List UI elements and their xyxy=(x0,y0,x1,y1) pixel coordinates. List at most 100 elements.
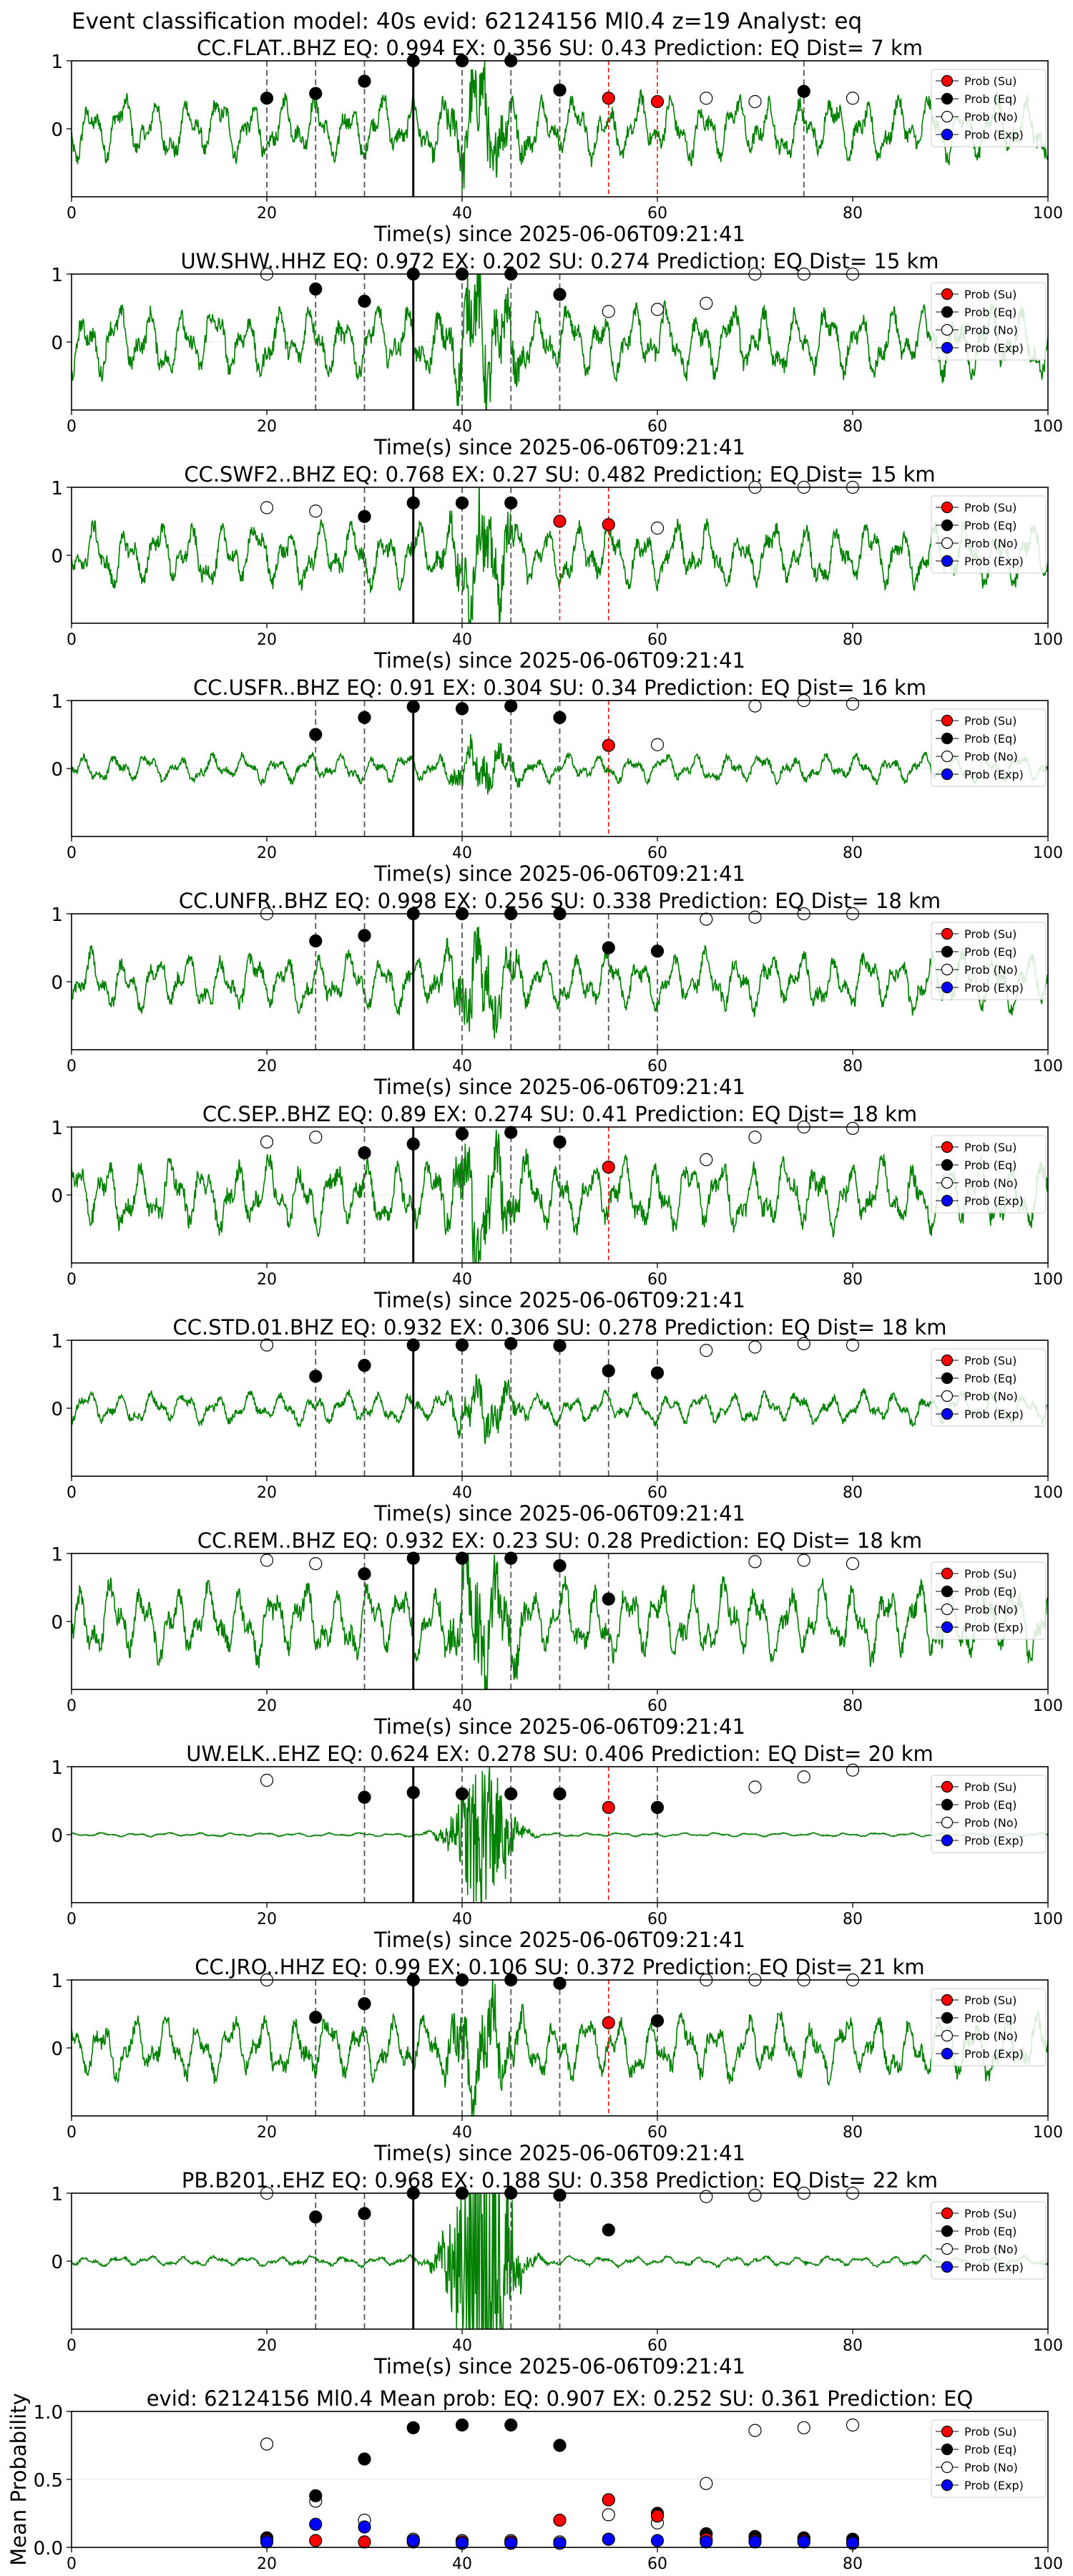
x-tick-label: 40 xyxy=(452,1697,472,1715)
y-tick-label: 1 xyxy=(51,1971,63,1992)
x-tick-label: 60 xyxy=(647,418,667,436)
x-tick-label: 0 xyxy=(67,2555,77,2573)
legend-marker-eq xyxy=(941,519,954,532)
subplot-title: CC.SEP..BHZ EQ: 0.89 EX: 0.274 SU: 0.41 … xyxy=(202,1102,917,1126)
marker-su xyxy=(602,518,615,532)
legend-marker-exp xyxy=(941,555,954,567)
subplot-10: 0 20 40 60 80 100 0 1 CC.JRO..HHZ EQ: 0.99 EX: 0… xyxy=(51,1955,1063,2165)
marker-eq xyxy=(553,2188,567,2202)
x-tick-label: 40 xyxy=(452,1484,472,1502)
marker-no xyxy=(797,1770,810,1784)
marker-eq xyxy=(504,496,518,509)
waveform-trace xyxy=(72,1553,1048,1689)
marker-no xyxy=(748,699,762,713)
x-tick-label: 60 xyxy=(647,631,667,649)
x-tick-label: 20 xyxy=(257,1911,277,1928)
x-tick-label: 60 xyxy=(647,2337,667,2355)
marker-exp xyxy=(748,2535,762,2549)
marker-eq xyxy=(553,2439,567,2452)
legend: Prob (Su) Prob (Eq) Prob (No) Prob (Exp) xyxy=(931,1561,1047,1640)
y-tick-label: 0 xyxy=(51,1186,63,1207)
marker-eq xyxy=(406,496,420,509)
x-tick-label: 60 xyxy=(647,1058,667,1075)
marker-no xyxy=(260,1773,274,1787)
y-tick-label: 0 xyxy=(51,1825,63,1847)
marker-exp xyxy=(797,2535,810,2549)
y-tick-label: 1 xyxy=(51,478,63,499)
x-tick-label: 60 xyxy=(647,2124,667,2142)
x-tick-label: 100 xyxy=(1033,1697,1063,1715)
x-tick-label: 80 xyxy=(843,1484,863,1502)
marker-eq xyxy=(358,2207,371,2220)
legend-label-exp: Prob (Exp) xyxy=(964,2479,1024,2492)
y-tick-label: 1.0 xyxy=(34,2402,63,2424)
marker-eq xyxy=(358,1359,371,1372)
marker-eq xyxy=(455,702,469,716)
x-tick-label: 20 xyxy=(257,418,277,436)
marker-no xyxy=(700,92,713,105)
marker-no xyxy=(309,1131,323,1144)
x-tick-label: 60 xyxy=(647,1697,667,1715)
legend: Prob (Su) Prob (Eq) Prob (No) Prob (Exp) xyxy=(931,1135,1047,1214)
x-tick-label: 20 xyxy=(257,205,277,223)
legend-marker-no xyxy=(941,2029,954,2042)
marker-no xyxy=(700,912,713,926)
marker-eq xyxy=(504,2418,518,2432)
x-tick-label: 80 xyxy=(843,205,863,223)
legend-label-eq: Prob (Eq) xyxy=(964,2443,1016,2457)
marker-eq xyxy=(309,2210,323,2224)
x-tick-label: 40 xyxy=(452,2124,472,2142)
x-tick-label: 40 xyxy=(452,418,472,436)
y-tick-label: 1 xyxy=(51,1544,63,1566)
x-tick-label: 100 xyxy=(1033,1271,1063,1289)
legend-marker-exp xyxy=(941,768,954,781)
legend-label-exp: Prob (Exp) xyxy=(964,1407,1024,1421)
legend-label-eq: Prob (Eq) xyxy=(964,2011,1016,2025)
marker-eq xyxy=(309,2489,323,2502)
waveform-trace xyxy=(72,61,1048,192)
legend-marker-su xyxy=(941,1994,954,2006)
legend-label-no: Prob (No) xyxy=(964,2461,1018,2474)
subplot-title: CC.FLAT..BHZ EQ: 0.994 EX: 0.356 SU: 0.4… xyxy=(197,36,923,60)
legend-marker-eq xyxy=(941,732,954,745)
x-tick-label: 80 xyxy=(843,631,863,649)
x-tick-label: 0 xyxy=(67,631,77,649)
legend-marker-exp xyxy=(941,1194,954,1207)
y-tick-label: 1 xyxy=(51,1757,63,1779)
legend-marker-eq xyxy=(941,2225,954,2238)
legend-label-no: Prob (No) xyxy=(964,1390,1018,1403)
legend-marker-eq xyxy=(941,1585,954,1598)
y-tick-label: 0 xyxy=(51,2039,63,2060)
marker-no xyxy=(700,2477,713,2490)
legend-label-no: Prob (No) xyxy=(964,2029,1018,2043)
legend-label-exp: Prob (Exp) xyxy=(964,2260,1024,2274)
marker-eq xyxy=(553,1787,567,1801)
marker-no xyxy=(748,94,762,109)
x-tick-label: 20 xyxy=(257,631,277,649)
marker-exp xyxy=(602,2532,615,2546)
legend-marker-no xyxy=(941,110,954,123)
legend-label-su: Prob (Su) xyxy=(964,1354,1016,1367)
legend-box xyxy=(931,1135,1047,1214)
legend-marker-eq xyxy=(941,1798,954,1811)
x-tick-label: 40 xyxy=(452,205,472,223)
legend: Prob (Su) Prob (Eq) Prob (No) Prob (Exp) xyxy=(931,2201,1047,2280)
marker-no xyxy=(700,1153,713,1166)
subplot-5: 0 20 40 60 80 100 0 1 CC.UNFR..BHZ EQ: 0.998 EX:… xyxy=(51,889,1063,1099)
legend-marker-no xyxy=(941,2243,954,2255)
subplot-8: 0 20 40 60 80 100 0 1 CC.REM..BHZ EQ: 0.932 EX: … xyxy=(51,1528,1063,1739)
x-tick-label: 80 xyxy=(843,1058,863,1075)
subplot-title: UW.SHW..HHZ EQ: 0.972 EX: 0.202 SU: 0.27… xyxy=(180,249,939,273)
marker-no xyxy=(797,2421,810,2434)
x-tick-label: 100 xyxy=(1033,844,1063,862)
y-tick-label: 0 xyxy=(51,119,63,141)
marker-no xyxy=(602,2508,615,2522)
marker-exp xyxy=(650,2534,665,2547)
subplot-title: CC.SWF2..BHZ EQ: 0.768 EX: 0.27 SU: 0.48… xyxy=(184,462,935,487)
legend-label-exp: Prob (Exp) xyxy=(964,1194,1024,1208)
legend-label-eq: Prob (Eq) xyxy=(964,306,1016,319)
legend-label-exp: Prob (Exp) xyxy=(964,128,1024,142)
x-tick-label: 80 xyxy=(843,1271,863,1289)
x-tick-label: 20 xyxy=(257,844,277,862)
marker-su xyxy=(602,2493,615,2507)
